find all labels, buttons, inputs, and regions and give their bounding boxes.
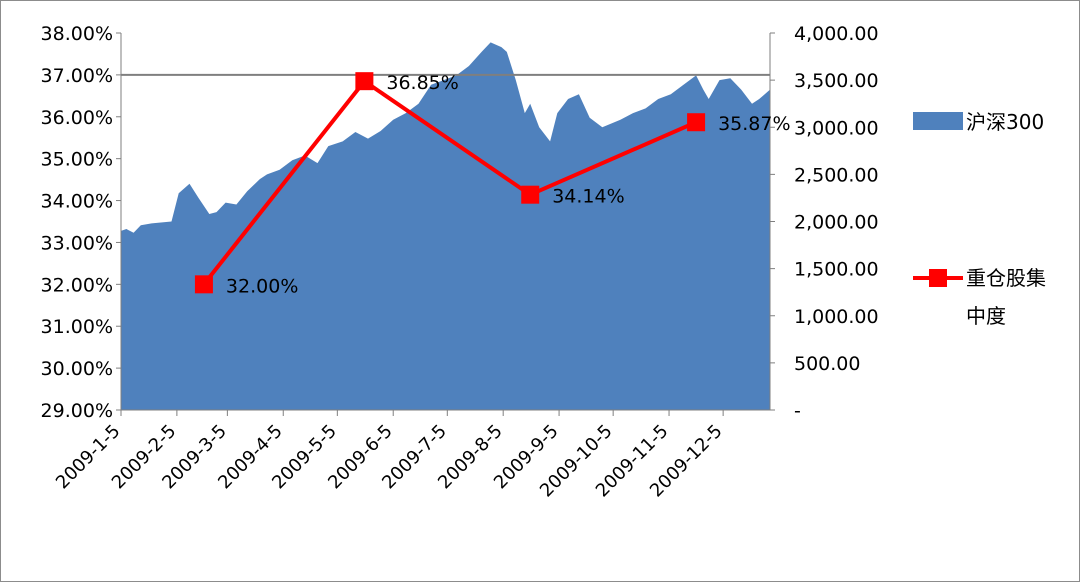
data-label: 32.00% — [226, 275, 298, 297]
area-series-hs300 — [121, 42, 770, 411]
line-layer — [194, 72, 706, 294]
left-tick-label: 32.00% — [41, 274, 113, 296]
line-point-marker — [687, 113, 706, 132]
line-point-marker — [355, 72, 374, 91]
left-tick-label: 38.00% — [41, 23, 113, 45]
right-tick-label: 500.00 — [794, 353, 860, 375]
left-tick-label: 29.00% — [41, 400, 113, 422]
left-tick-label: 36.00% — [41, 107, 113, 129]
left-tick-label: 37.00% — [41, 65, 113, 87]
right-tick-label: 3,500.00 — [794, 70, 879, 92]
left-tick-label: 30.00% — [41, 358, 113, 380]
legend-marker-concentration — [929, 269, 947, 287]
right-tick-label: 2,500.00 — [794, 164, 879, 186]
legend-swatch-hs300 — [913, 112, 963, 130]
right-tick-label: 1,000.00 — [794, 306, 879, 328]
line-series-concentration — [202, 79, 697, 286]
legend-label-concentration-line1: 重仓股集 — [966, 266, 1046, 290]
line-point-marker — [521, 185, 540, 204]
legend-label-hs300: 沪深300 — [966, 110, 1044, 134]
area-layer — [121, 42, 770, 411]
left-tick-label: 34.00% — [41, 191, 113, 213]
left-tick-label: 33.00% — [41, 232, 113, 254]
label-layer: 32.00% 36.85% 34.14% 35.87% — [226, 72, 791, 297]
right-tick-label: 3,000.00 — [794, 117, 879, 139]
left-tick-label: 35.00% — [41, 149, 113, 171]
data-label: 34.14% — [552, 186, 624, 208]
right-tick-label: 1,500.00 — [794, 259, 879, 281]
legend-label-concentration-line2: 中度 — [966, 304, 1006, 328]
right-tick-label: 4,000.00 — [794, 23, 879, 45]
left-tick-label: 31.00% — [41, 316, 113, 338]
line-point-marker — [194, 275, 213, 294]
data-label: 36.85% — [386, 72, 458, 94]
right-tick-label: - — [794, 400, 801, 422]
data-label: 35.87% — [718, 113, 790, 135]
right-tick-label: 2,000.00 — [794, 212, 879, 234]
